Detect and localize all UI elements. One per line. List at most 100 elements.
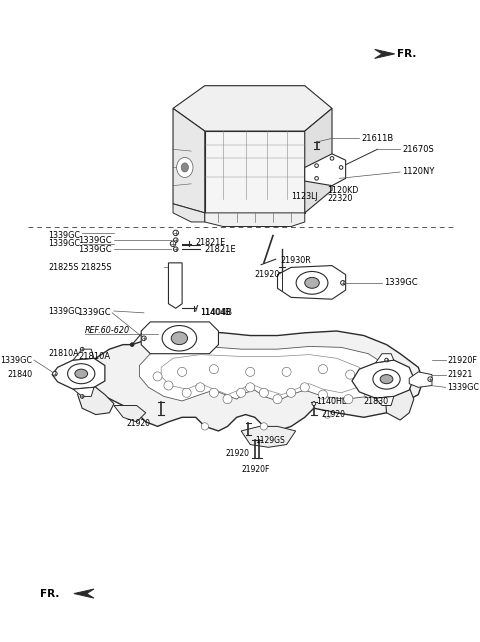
Text: 11404B: 11404B xyxy=(200,308,232,317)
Circle shape xyxy=(196,383,205,392)
Circle shape xyxy=(142,336,146,340)
Circle shape xyxy=(201,423,208,430)
Circle shape xyxy=(130,343,134,347)
Circle shape xyxy=(287,388,296,397)
Polygon shape xyxy=(74,589,94,598)
Text: 1339GC: 1339GC xyxy=(48,231,81,240)
Text: 1339GC: 1339GC xyxy=(447,383,480,392)
Polygon shape xyxy=(241,426,296,447)
Circle shape xyxy=(170,241,176,247)
Text: 21920F: 21920F xyxy=(241,465,270,474)
Circle shape xyxy=(330,157,334,160)
Circle shape xyxy=(173,230,179,236)
Text: 21821E: 21821E xyxy=(196,238,226,247)
Ellipse shape xyxy=(373,369,400,389)
Ellipse shape xyxy=(296,272,328,294)
Polygon shape xyxy=(305,154,346,186)
Circle shape xyxy=(273,395,282,404)
Polygon shape xyxy=(205,131,305,213)
Polygon shape xyxy=(173,204,205,222)
Text: FR.: FR. xyxy=(40,589,60,598)
Ellipse shape xyxy=(171,332,188,345)
Polygon shape xyxy=(168,263,182,308)
Circle shape xyxy=(339,166,343,169)
Circle shape xyxy=(246,367,255,376)
Circle shape xyxy=(344,395,353,404)
Ellipse shape xyxy=(380,374,393,384)
Text: 21920: 21920 xyxy=(255,270,280,279)
Polygon shape xyxy=(376,354,394,363)
Circle shape xyxy=(223,395,232,404)
Circle shape xyxy=(164,381,173,390)
Polygon shape xyxy=(139,347,391,401)
Polygon shape xyxy=(161,354,364,395)
Circle shape xyxy=(259,388,268,397)
Text: 21840: 21840 xyxy=(7,370,32,379)
Text: 1339GC: 1339GC xyxy=(48,306,81,315)
Circle shape xyxy=(312,402,316,406)
Polygon shape xyxy=(173,85,332,131)
Circle shape xyxy=(80,395,84,398)
Text: 21920F: 21920F xyxy=(447,356,477,365)
Text: 1339GC: 1339GC xyxy=(48,239,81,248)
Circle shape xyxy=(300,383,309,392)
Polygon shape xyxy=(277,266,346,299)
Text: FR.: FR. xyxy=(397,49,417,59)
Text: 21821E: 21821E xyxy=(205,245,237,254)
Polygon shape xyxy=(376,396,394,406)
Polygon shape xyxy=(305,108,332,213)
Text: 21611B: 21611B xyxy=(361,134,393,143)
Text: 1120KD: 1120KD xyxy=(327,186,359,195)
Circle shape xyxy=(237,388,246,397)
Text: 1339GC: 1339GC xyxy=(384,279,418,288)
Circle shape xyxy=(324,411,331,418)
Circle shape xyxy=(209,365,218,374)
Circle shape xyxy=(209,388,218,397)
Text: 21920: 21920 xyxy=(321,410,345,419)
Text: 21921: 21921 xyxy=(447,370,473,379)
Text: 21930R: 21930R xyxy=(280,256,311,265)
Text: 1339GC: 1339GC xyxy=(77,308,110,317)
Polygon shape xyxy=(114,406,146,422)
Text: 21810A: 21810A xyxy=(48,349,79,358)
Text: 1123LJ: 1123LJ xyxy=(291,192,318,201)
Circle shape xyxy=(315,177,318,180)
Polygon shape xyxy=(409,372,432,387)
Polygon shape xyxy=(73,387,94,396)
Ellipse shape xyxy=(181,163,189,172)
Polygon shape xyxy=(73,349,94,360)
Ellipse shape xyxy=(162,325,197,351)
Polygon shape xyxy=(352,360,414,398)
Circle shape xyxy=(384,358,388,362)
Text: 21670S: 21670S xyxy=(402,145,434,154)
Polygon shape xyxy=(173,108,205,213)
Circle shape xyxy=(428,377,432,381)
Polygon shape xyxy=(384,384,414,420)
Text: 1129GS: 1129GS xyxy=(255,435,285,444)
Circle shape xyxy=(173,247,178,252)
Text: 1339GC: 1339GC xyxy=(0,356,32,365)
Text: 21920: 21920 xyxy=(226,449,250,458)
Circle shape xyxy=(359,376,368,385)
Ellipse shape xyxy=(68,364,95,384)
Polygon shape xyxy=(88,331,423,431)
Text: 1140HL: 1140HL xyxy=(316,397,346,406)
Text: 1339GC: 1339GC xyxy=(79,245,112,254)
Circle shape xyxy=(80,347,84,351)
Polygon shape xyxy=(141,322,218,354)
Circle shape xyxy=(173,238,178,243)
Circle shape xyxy=(315,164,318,168)
Circle shape xyxy=(178,367,187,376)
Text: 22320: 22320 xyxy=(327,194,353,203)
Polygon shape xyxy=(205,213,305,227)
Circle shape xyxy=(341,281,345,285)
Circle shape xyxy=(346,370,355,379)
Text: 11404B: 11404B xyxy=(200,308,231,317)
Circle shape xyxy=(318,365,327,374)
Text: 21920: 21920 xyxy=(126,419,150,428)
Text: 21830: 21830 xyxy=(364,397,389,406)
Polygon shape xyxy=(375,49,395,58)
Circle shape xyxy=(260,423,267,430)
Circle shape xyxy=(282,367,291,376)
Circle shape xyxy=(53,372,57,376)
